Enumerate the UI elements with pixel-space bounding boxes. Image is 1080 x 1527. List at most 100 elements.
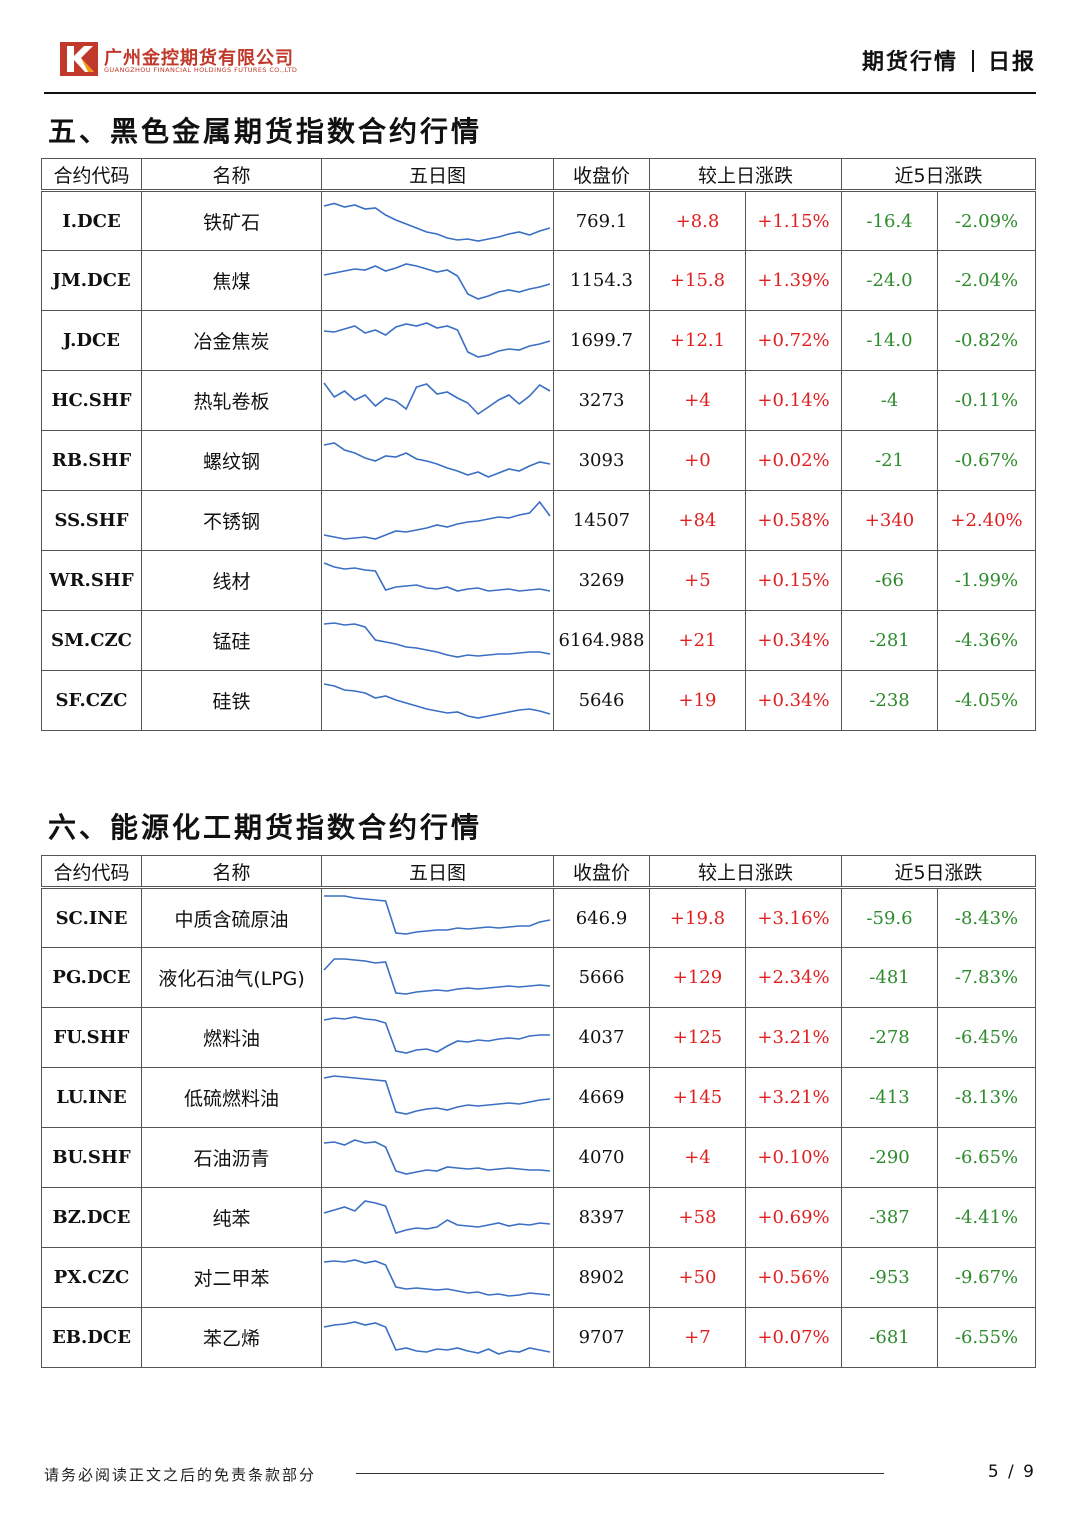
sparkline-series: [323, 1320, 551, 1355]
daily-change: +84: [649, 490, 746, 551]
close-price: 8397: [553, 1187, 650, 1248]
column-header-name: 名称: [141, 855, 322, 889]
sparkline-series: [323, 321, 551, 358]
sparkline-series: [323, 1015, 550, 1054]
five-day-sparkline: [323, 621, 551, 658]
contract-code: SF.CZC: [41, 670, 142, 731]
five-day-chart-cell: [321, 1187, 554, 1248]
contract-name: 不锈钢: [141, 490, 322, 551]
contract-name: 燃料油: [141, 1007, 322, 1068]
close-price: 9707: [553, 1307, 650, 1368]
five-day-chart-cell: [321, 430, 554, 491]
daily-change: +19: [649, 670, 746, 731]
contract-name: 对二甲苯: [141, 1247, 322, 1308]
five-day-change-pct: -2.09%: [937, 190, 1037, 251]
contract-code: I.DCE: [41, 190, 142, 251]
close-price: 4070: [553, 1127, 650, 1188]
daily-change-pct: +1.15%: [744, 190, 843, 251]
daily-change: +0: [649, 430, 746, 491]
contract-code: WR.SHF: [41, 550, 142, 611]
contract-name: 线材: [141, 550, 322, 611]
table-row: BZ.DCE 纯苯 8397 +58 +0.69% -387 -4.41%: [41, 1187, 1037, 1248]
page-header: 广州金控期货有限公司 GUANGZHOU FINANCIAL HOLDINGS …: [0, 0, 1080, 96]
close-price: 3093: [553, 430, 650, 491]
five-day-change: -681: [841, 1307, 939, 1368]
five-day-chart-cell: [321, 947, 554, 1008]
five-day-change: -21: [841, 430, 939, 491]
five-day-change-pct: -4.05%: [937, 670, 1037, 731]
daily-change: +12.1: [649, 310, 746, 371]
daily-change: +145: [649, 1067, 746, 1128]
sparkline-series: [323, 500, 551, 540]
contract-code: PG.DCE: [41, 947, 142, 1008]
contract-code: SC.INE: [41, 887, 142, 948]
daily-change-pct: +0.34%: [744, 610, 843, 671]
column-header-five-day: 近5日涨跌: [841, 855, 1037, 889]
company-logo-icon: [60, 42, 98, 76]
daily-change: +4: [649, 1127, 746, 1188]
contract-name: 液化石油气(LPG): [141, 947, 322, 1008]
column-header-code: 合约代码: [41, 855, 142, 889]
close-price: 646.9: [553, 887, 650, 948]
five-day-chart-cell: [321, 550, 554, 611]
daily-change: +19.8: [649, 887, 746, 948]
table-row: J.DCE 冶金焦炭 1699.7 +12.1 +0.72% -14.0 -0.82%: [41, 310, 1037, 371]
contract-name: 焦煤: [141, 250, 322, 311]
table-row: PG.DCE 液化石油气(LPG) 5666 +129 +2.34% -481 -7.83%: [41, 947, 1037, 1008]
five-day-sparkline: [323, 957, 551, 995]
five-day-sparkline: [323, 441, 551, 478]
close-price: 3269: [553, 550, 650, 611]
table-row: RB.SHF 螺纹钢 3093 +0 +0.02% -21 -0.67%: [41, 430, 1037, 491]
daily-change-pct: +3.21%: [744, 1067, 843, 1128]
table-row: HC.SHF 热轧卷板 3273 +4 +0.14% -4 -0.11%: [41, 370, 1037, 431]
contract-name: 冶金焦炭: [141, 310, 322, 371]
column-header-chart: 五日图: [321, 158, 554, 192]
daily-change: +4: [649, 370, 746, 431]
contract-code: J.DCE: [41, 310, 142, 371]
contract-code: RB.SHF: [41, 430, 142, 491]
daily-change: +125: [649, 1007, 746, 1068]
five-day-change-pct: -2.04%: [937, 250, 1037, 311]
daily-change: +50: [649, 1247, 746, 1308]
five-day-chart-cell: [321, 1247, 554, 1308]
close-price: 4669: [553, 1067, 650, 1128]
five-day-sparkline: [323, 500, 551, 540]
column-header-name: 名称: [141, 158, 322, 192]
header-rule: [44, 92, 1036, 94]
five-day-change: -14.0: [841, 310, 939, 371]
daily-change-pct: +3.16%: [744, 887, 843, 948]
five-day-change-pct: -0.82%: [937, 310, 1037, 371]
five-day-change-pct: -7.83%: [937, 947, 1037, 1008]
sparkline-series: [323, 441, 551, 478]
daily-change: +5: [649, 550, 746, 611]
close-price: 5646: [553, 670, 650, 731]
contract-name: 锰硅: [141, 610, 322, 671]
five-day-sparkline: [323, 202, 551, 242]
table-row: EB.DCE 苯乙烯 9707 +7 +0.07% -681 -6.55%: [41, 1307, 1037, 1368]
close-price: 3273: [553, 370, 650, 431]
close-price: 14507: [553, 490, 650, 551]
five-day-change: -387: [841, 1187, 939, 1248]
report-type: 期货行情 日报: [862, 44, 1036, 76]
five-day-change-pct: -1.99%: [937, 550, 1037, 611]
table-row: SM.CZC 锰硅 6164.988 +21 +0.34% -281 -4.36%: [41, 610, 1037, 671]
daily-change: +7: [649, 1307, 746, 1368]
company-name-en: GUANGZHOU FINANCIAL HOLDINGS FUTURES CO.…: [104, 66, 298, 74]
column-header-close: 收盘价: [553, 855, 650, 889]
five-day-chart-cell: [321, 490, 554, 551]
five-day-chart-cell: [321, 1307, 554, 1368]
five-day-chart-cell: [321, 610, 554, 671]
five-day-change-pct: -6.65%: [937, 1127, 1037, 1188]
sparkline-series: [323, 1258, 551, 1297]
five-day-chart-cell: [321, 310, 554, 371]
contract-code: JM.DCE: [41, 250, 142, 311]
five-day-change: -24.0: [841, 250, 939, 311]
five-day-chart-cell: [321, 1067, 554, 1128]
daily-change-pct: +0.07%: [744, 1307, 843, 1368]
contract-name: 热轧卷板: [141, 370, 322, 431]
contract-code: FU.SHF: [41, 1007, 142, 1068]
table-row: SF.CZC 硅铁 5646 +19 +0.34% -238 -4.05%: [41, 670, 1037, 731]
five-day-sparkline: [323, 262, 551, 300]
five-day-chart-cell: [321, 370, 554, 431]
five-day-change: -413: [841, 1067, 939, 1128]
